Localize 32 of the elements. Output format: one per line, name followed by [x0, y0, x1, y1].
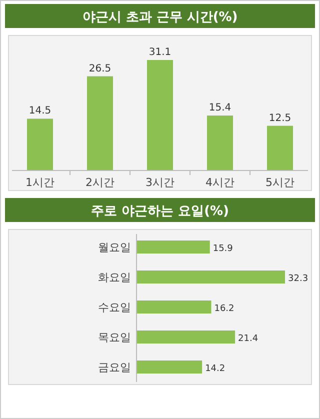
chart-title: 주로 야근하는 요일(%)	[91, 204, 229, 219]
bar	[87, 76, 113, 170]
x-tick-label: 5시간	[266, 176, 294, 189]
bar	[267, 126, 293, 170]
data-label: 15.9	[212, 244, 234, 254]
data-label: 21.4	[238, 334, 258, 344]
bar	[137, 240, 210, 254]
bar	[137, 270, 285, 284]
data-label: 31.1	[148, 47, 172, 58]
y-tick-label: 수요일	[98, 301, 131, 314]
bar	[137, 360, 202, 374]
data-label: 16.2	[214, 304, 234, 314]
data-label: 12.5	[268, 112, 292, 124]
data-label: 14.2	[205, 364, 226, 374]
x-tick-label: 4시간	[206, 176, 234, 189]
data-label: 15.4	[208, 102, 232, 114]
chart-title: 야근시 초과 근무 시간(%)	[82, 10, 238, 25]
y-tick-label: 월요일	[98, 241, 131, 254]
bar	[27, 118, 53, 170]
x-tick-label: 2시간	[86, 176, 114, 189]
bar	[137, 300, 212, 314]
data-label: 26.5	[88, 63, 112, 74]
bar	[207, 116, 233, 170]
data-label: 32.3	[288, 274, 308, 284]
x-tick-label: 1시간	[26, 176, 54, 189]
y-tick-label: 목요일	[98, 331, 131, 344]
y-tick-label: 화요일	[98, 271, 131, 284]
bar	[137, 330, 236, 344]
bar	[147, 60, 173, 170]
data-label: 14.5	[28, 106, 52, 117]
y-tick-label: 금요일	[98, 361, 131, 374]
x-tick-label: 3시간	[146, 176, 174, 189]
